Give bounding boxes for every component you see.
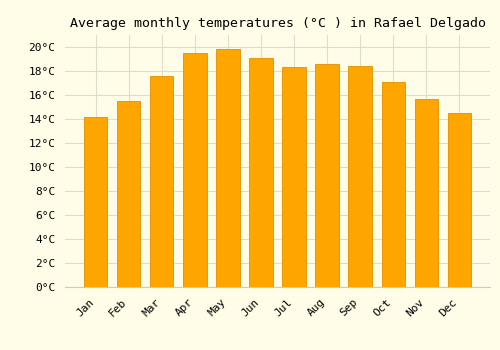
Bar [84, 117, 108, 287]
Bar [448, 113, 470, 287]
Bar [316, 64, 338, 287]
Bar [250, 58, 272, 287]
Bar [282, 68, 306, 287]
Bar [382, 82, 404, 287]
Bar [348, 66, 372, 287]
Title: Average monthly temperatures (°C ) in Rafael Delgado: Average monthly temperatures (°C ) in Ra… [70, 17, 486, 30]
Bar [216, 49, 240, 287]
Bar [184, 53, 206, 287]
Bar [150, 76, 174, 287]
Bar [118, 101, 141, 287]
Bar [414, 99, 438, 287]
